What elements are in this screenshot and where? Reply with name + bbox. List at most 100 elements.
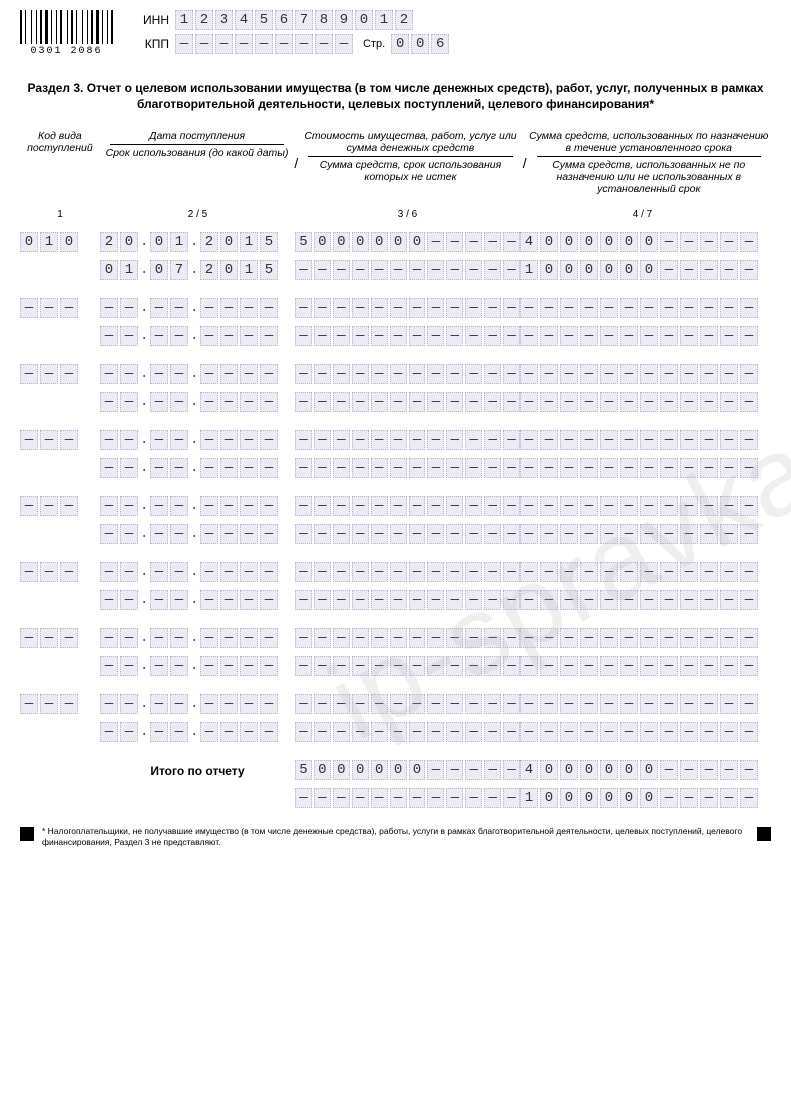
cell: — <box>409 694 426 714</box>
cell: — <box>371 590 388 610</box>
cell: — <box>700 298 718 318</box>
cell: — <box>465 496 482 516</box>
cell: — <box>200 298 218 318</box>
cell: — <box>409 722 426 742</box>
cell: — <box>600 496 618 516</box>
cell: — <box>333 496 350 516</box>
cell: — <box>560 496 578 516</box>
cell: — <box>100 628 118 648</box>
cell: — <box>371 458 388 478</box>
cell: — <box>409 364 426 384</box>
cell: — <box>352 694 369 714</box>
cell: — <box>600 364 618 384</box>
col-header-4a: Сумма средств, использованных по назначе… <box>529 130 769 154</box>
cell: 0 <box>314 232 331 252</box>
data-block: —————.——.——————.——.—————————————————————… <box>20 496 771 552</box>
cell: — <box>540 722 558 742</box>
cell: — <box>620 458 638 478</box>
cell: — <box>680 524 698 544</box>
cell: — <box>484 326 501 346</box>
cell: 2 <box>395 10 413 30</box>
cell: — <box>240 656 258 676</box>
cell: — <box>314 656 331 676</box>
cell: — <box>295 326 312 346</box>
cell: 6 <box>275 10 293 30</box>
cell: 2 <box>100 232 118 252</box>
cell: 4 <box>520 760 538 780</box>
cell: — <box>503 458 520 478</box>
page-label: Стр. <box>363 38 385 50</box>
cell: — <box>600 392 618 412</box>
cell: — <box>390 298 407 318</box>
cell: 1 <box>170 232 188 252</box>
cell: — <box>240 562 258 582</box>
cell: — <box>660 562 678 582</box>
cell: — <box>200 364 218 384</box>
cell: 0 <box>60 232 78 252</box>
cell: — <box>540 656 558 676</box>
cell: — <box>465 590 482 610</box>
cell: 0 <box>355 10 373 30</box>
cell: — <box>740 590 758 610</box>
cell: 0 <box>540 260 558 280</box>
cell: — <box>295 590 312 610</box>
cell: — <box>20 628 38 648</box>
col-header-3: Стоимость имущества, работ, услуг или су… <box>298 126 522 199</box>
inn-cells: 123456789012 <box>175 10 413 30</box>
cell: — <box>100 458 118 478</box>
cell: — <box>520 458 538 478</box>
cell: 0 <box>600 788 618 808</box>
col-num-2: 2 / 5 <box>100 205 295 224</box>
cell: — <box>200 722 218 742</box>
kpp-label: КПП <box>133 37 169 51</box>
cell: — <box>484 430 501 450</box>
cell: — <box>484 496 501 516</box>
cell: — <box>371 496 388 516</box>
cell: — <box>560 628 578 648</box>
col-header-2: Дата поступления Срок использования (до … <box>100 126 295 199</box>
cell: — <box>352 430 369 450</box>
cell: — <box>170 458 188 478</box>
cell: — <box>427 562 444 582</box>
cell: 6 <box>431 34 449 54</box>
cell: — <box>680 298 698 318</box>
cell: — <box>333 694 350 714</box>
cell: — <box>20 694 38 714</box>
cell: — <box>352 788 369 808</box>
cell: — <box>390 694 407 714</box>
cell: — <box>409 298 426 318</box>
cell: — <box>503 760 520 780</box>
cell: — <box>560 694 578 714</box>
cell: — <box>503 590 520 610</box>
cell: — <box>314 524 331 544</box>
cell: — <box>600 458 618 478</box>
cell: — <box>333 458 350 478</box>
cell: — <box>720 326 738 346</box>
cell: — <box>295 430 312 450</box>
cell: — <box>220 656 238 676</box>
cell: — <box>295 458 312 478</box>
cell: — <box>520 430 538 450</box>
cell: — <box>740 562 758 582</box>
cell: — <box>465 458 482 478</box>
cell: — <box>215 34 233 54</box>
cell: — <box>409 788 426 808</box>
cell: 0 <box>411 34 429 54</box>
cell: — <box>540 298 558 318</box>
cell: — <box>640 392 658 412</box>
cell: — <box>314 590 331 610</box>
cell: — <box>40 694 58 714</box>
cell: — <box>720 524 738 544</box>
cell: — <box>484 694 501 714</box>
cell: — <box>640 524 658 544</box>
cell: — <box>120 694 138 714</box>
cell: — <box>120 562 138 582</box>
cell: — <box>120 364 138 384</box>
cell: — <box>580 722 598 742</box>
cell: — <box>660 364 678 384</box>
cell: — <box>100 656 118 676</box>
cell: — <box>409 562 426 582</box>
cell: — <box>240 628 258 648</box>
cell: — <box>220 524 238 544</box>
header-row: 0301 2086 ИНН 123456789012 КПП —————————… <box>20 10 771 58</box>
